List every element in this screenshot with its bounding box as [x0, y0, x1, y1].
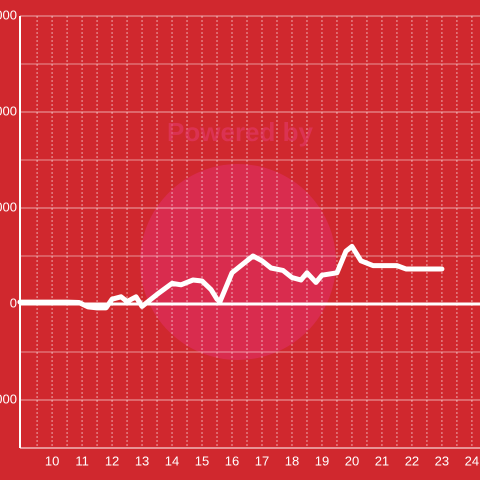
y-tick-label: 6,000	[0, 7, 17, 22]
x-tick-label: 12	[105, 453, 119, 468]
x-tick-label: 18	[285, 453, 299, 468]
line-series	[17, 243, 445, 311]
x-tick-label: 22	[405, 453, 419, 468]
x-tick-label: 15	[195, 453, 209, 468]
y-tick-label: 4,000	[0, 103, 17, 118]
watermark-logo	[140, 164, 336, 360]
y-tick-label: 2,000	[0, 199, 17, 214]
x-tick-label: 24	[465, 453, 479, 468]
x-tick-label: 16	[225, 453, 239, 468]
x-tick-label: 14	[165, 453, 179, 468]
x-tick-label: 11	[75, 453, 89, 468]
y-tick-label: 0	[10, 295, 17, 310]
x-tick-label: 21	[375, 453, 389, 468]
y-tick-label: -2,000	[0, 391, 17, 406]
x-tick-label: 19	[315, 453, 329, 468]
x-tick-label: 20	[345, 453, 359, 468]
x-tick-label: 23	[435, 453, 449, 468]
x-tick-label: 13	[135, 453, 149, 468]
x-tick-label: 17	[255, 453, 269, 468]
watermark: Powered by	[167, 117, 313, 147]
x-tick-label: 10	[45, 453, 59, 468]
